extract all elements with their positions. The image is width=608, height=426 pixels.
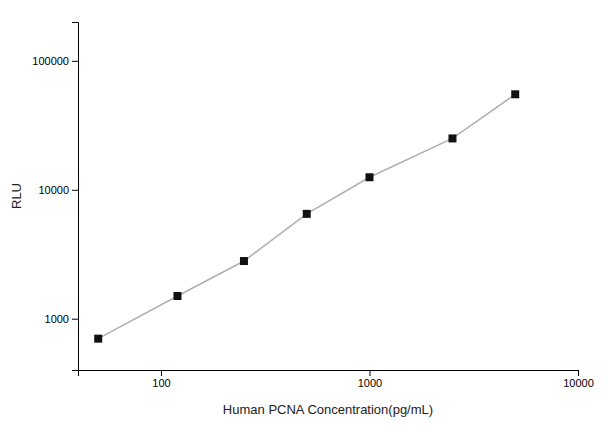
x-tick-mark <box>161 370 162 376</box>
y-axis: 1000 10000 100000 <box>32 23 78 371</box>
y-tick: 100000 <box>32 55 78 67</box>
y-tick-label: 10000 <box>38 184 69 196</box>
x-tick: 100 <box>152 370 170 389</box>
y-tick: 1000 <box>45 313 78 325</box>
x-tick: 10000 <box>563 370 594 389</box>
chart-container: 100 1000 10000 1000 10000 100000 Human PCNA Co… <box>0 0 608 426</box>
marks <box>94 90 519 342</box>
x-axis-line <box>79 371 579 377</box>
x-axis-title: Human PCNA Concentration(pg/mL) <box>223 402 433 417</box>
line <box>98 94 515 338</box>
point <box>448 134 456 142</box>
y-tick-label: 1000 <box>45 313 69 325</box>
point <box>240 257 248 265</box>
x-tick-mark <box>578 370 579 376</box>
y-axis-line <box>72 23 79 371</box>
chart-svg: 100 1000 10000 1000 10000 100000 Human PCNA Co… <box>0 0 608 426</box>
y-tick-mark <box>72 61 78 62</box>
x-tick-label: 1000 <box>358 377 382 389</box>
y-tick-mark <box>72 190 78 191</box>
y-tick-mark <box>72 319 78 320</box>
point <box>303 210 311 218</box>
x-tick: 1000 <box>358 370 382 389</box>
x-tick-label: 10000 <box>563 377 594 389</box>
x-axis: 100 1000 10000 <box>79 370 594 389</box>
x-tick-label: 100 <box>152 377 170 389</box>
y-axis-title: RLU <box>9 183 24 209</box>
point <box>94 335 102 343</box>
point <box>365 173 373 181</box>
point <box>511 90 519 98</box>
x-tick-mark <box>369 370 370 376</box>
point <box>173 292 181 300</box>
plot: 100 1000 10000 1000 10000 100000 <box>32 23 594 389</box>
y-tick-label: 100000 <box>32 55 69 67</box>
y-tick: 10000 <box>38 184 78 196</box>
